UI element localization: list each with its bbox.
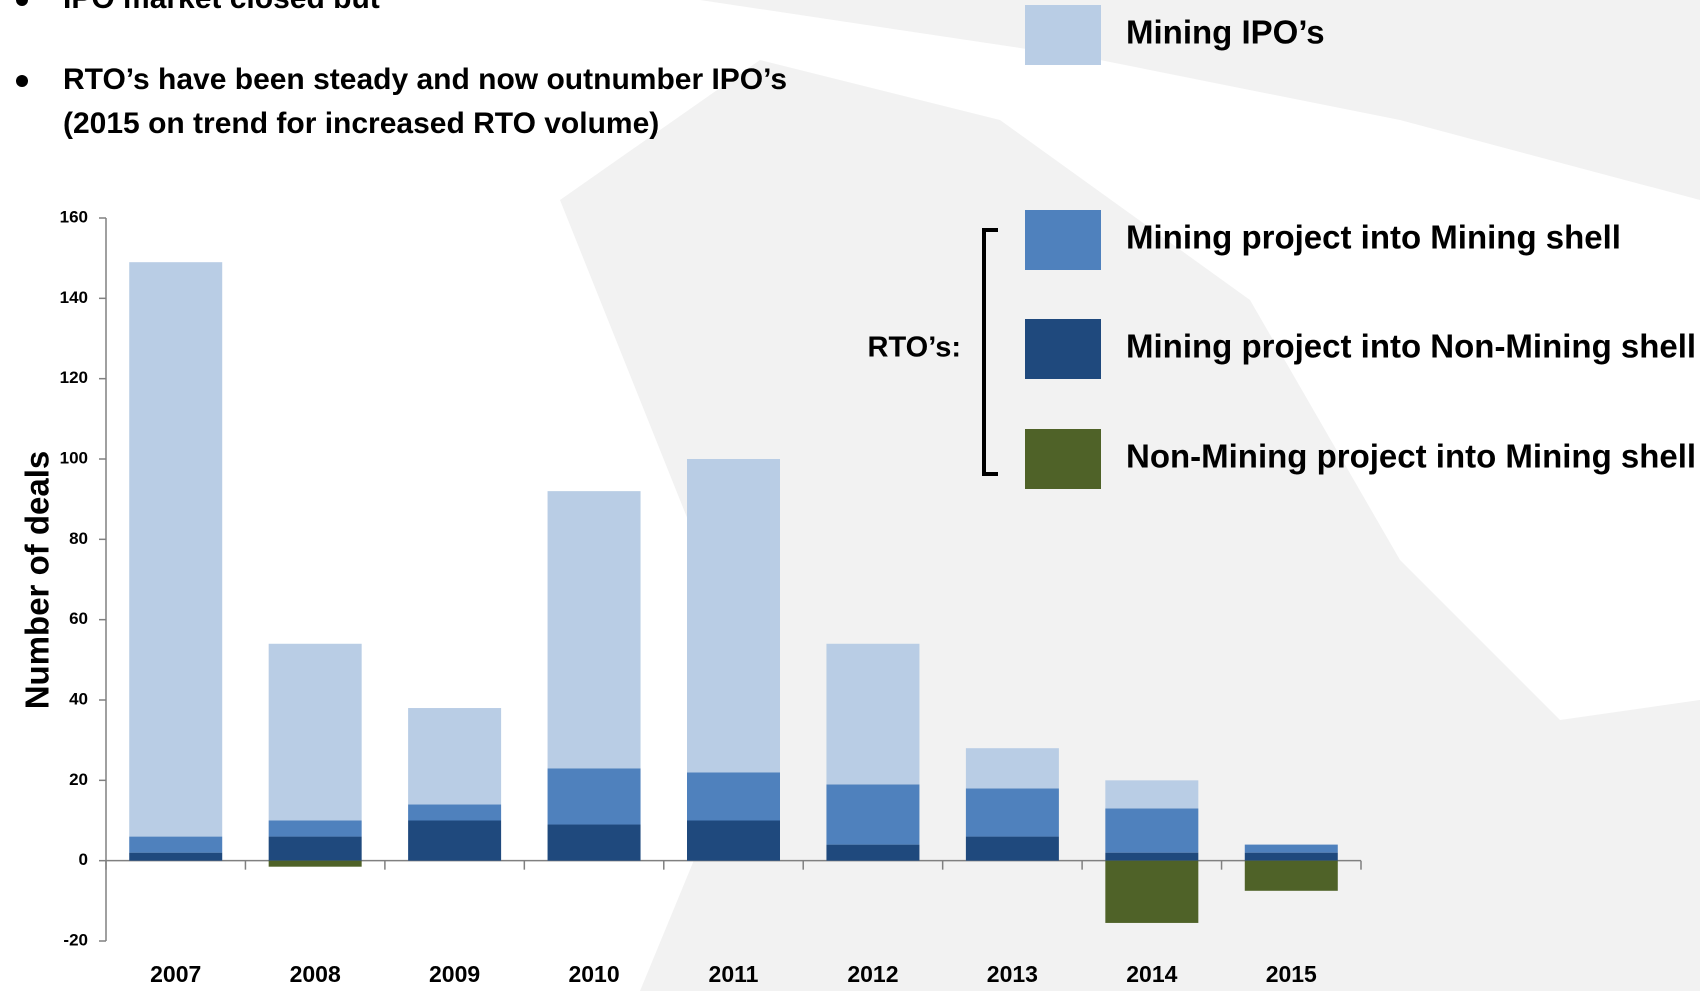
x-tick-label: 2014 bbox=[1126, 961, 1177, 987]
bar-segment bbox=[129, 852, 223, 861]
legend-swatch bbox=[1025, 210, 1101, 270]
bar-segment bbox=[965, 836, 1059, 861]
bullet-dot bbox=[16, 0, 28, 6]
legend-label: Mining project into Mining shell bbox=[1126, 219, 1621, 256]
x-tick-label: 2008 bbox=[290, 961, 341, 987]
legend-label: Mining IPO’s bbox=[1126, 14, 1325, 51]
y-axis-label: Number of deals bbox=[19, 451, 56, 710]
bar-segment bbox=[1105, 852, 1199, 861]
bar-segment bbox=[965, 788, 1059, 837]
legend-bracket bbox=[982, 228, 998, 476]
bar-segment bbox=[408, 820, 502, 861]
bar-segment bbox=[547, 824, 641, 861]
y-tick-label: 20 bbox=[69, 770, 88, 789]
x-tick-label: 2010 bbox=[568, 961, 619, 987]
bar-segment bbox=[129, 836, 223, 853]
y-tick-label: 40 bbox=[69, 689, 88, 708]
bar-segment bbox=[268, 820, 362, 837]
legend-swatch bbox=[1025, 5, 1101, 65]
bar-segment bbox=[547, 768, 641, 825]
y-tick-label: 160 bbox=[60, 207, 88, 226]
y-tick-label: 80 bbox=[69, 529, 88, 548]
bar-segment bbox=[129, 262, 223, 837]
legend-label: Mining project into Non-Mining shell bbox=[1126, 328, 1696, 365]
bullet-text: (2015 on trend for increased RTO volume) bbox=[63, 107, 659, 140]
bar-segment bbox=[826, 844, 920, 861]
y-tick-label: 100 bbox=[60, 448, 88, 467]
x-tick-label: 2013 bbox=[987, 961, 1038, 987]
bar-segment bbox=[268, 836, 362, 861]
y-tick-label: 140 bbox=[60, 288, 88, 307]
x-tick-label: 2012 bbox=[847, 961, 898, 987]
bar-segment bbox=[1244, 844, 1338, 853]
legend-group-label: RTO’s: bbox=[868, 332, 961, 364]
bar-segment bbox=[408, 804, 502, 821]
bar-segment bbox=[965, 748, 1059, 789]
x-tick-label: 2007 bbox=[150, 961, 201, 987]
legend-swatch bbox=[1025, 319, 1101, 379]
bar-segment bbox=[268, 860, 362, 867]
bar-segment bbox=[1244, 860, 1338, 891]
bullet-dot bbox=[16, 75, 28, 87]
bullet-text: RTO’s have been steady and now outnumber… bbox=[63, 63, 787, 96]
y-tick-label: 120 bbox=[60, 368, 88, 387]
bullets: IPO market closed but RTO’s have been ste… bbox=[16, 0, 787, 140]
bar-segment bbox=[268, 643, 362, 821]
bar-segment bbox=[1244, 852, 1338, 861]
bar-segment bbox=[1105, 780, 1199, 809]
x-tick-label: 2015 bbox=[1266, 961, 1317, 987]
legend-swatch bbox=[1025, 429, 1101, 489]
bar-segment bbox=[687, 459, 780, 773]
x-tick-label: 2009 bbox=[429, 961, 480, 987]
bar-segment bbox=[1105, 860, 1199, 923]
bar-segment bbox=[687, 820, 780, 861]
legend-label: Non-Mining project into Mining shell bbox=[1126, 438, 1696, 475]
y-tick-label: 60 bbox=[69, 609, 88, 628]
bar-segment bbox=[408, 708, 502, 805]
bar-segment bbox=[826, 784, 920, 845]
x-tick-label: 2011 bbox=[709, 961, 759, 987]
bar-segment bbox=[1105, 808, 1199, 853]
bar-segment bbox=[687, 772, 780, 821]
bullet-text: IPO market closed but bbox=[63, 0, 380, 15]
bar-segment bbox=[826, 643, 920, 785]
y-tick-label: 0 bbox=[79, 850, 88, 869]
y-tick-label: -20 bbox=[63, 930, 88, 949]
bar-segment bbox=[547, 491, 641, 769]
